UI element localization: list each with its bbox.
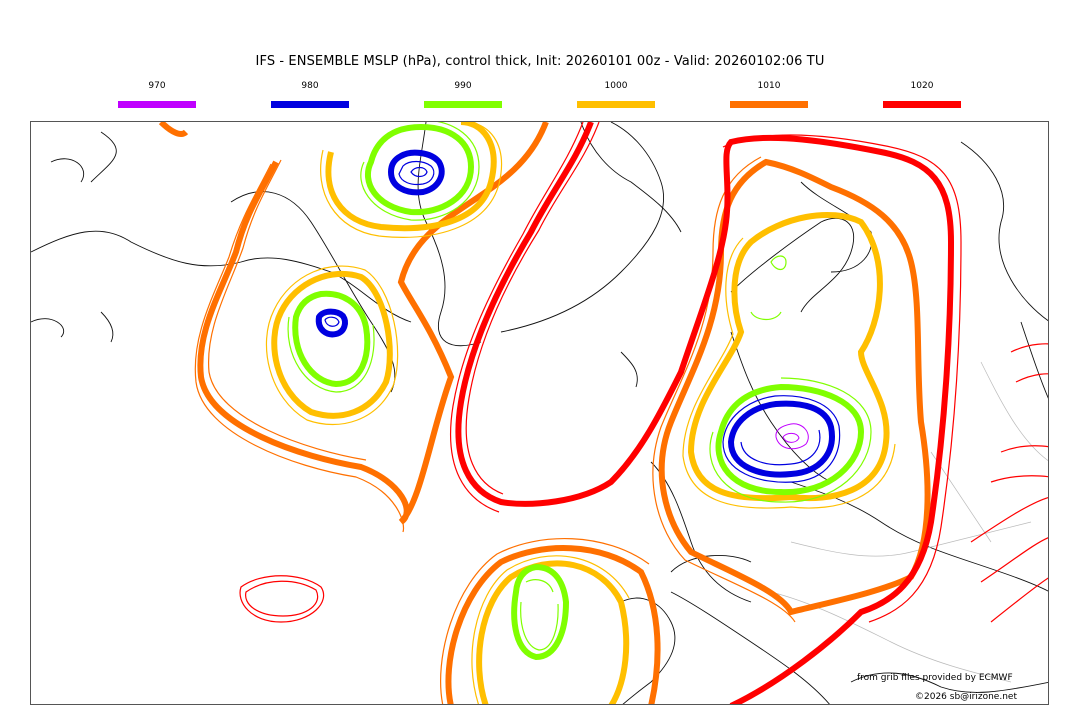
map-panel bbox=[30, 121, 1049, 705]
legend-item-1000: 1000 bbox=[577, 80, 655, 108]
legend-swatch bbox=[730, 101, 808, 108]
legend-label: 1020 bbox=[910, 81, 934, 91]
legend-swatch bbox=[118, 101, 196, 108]
map-title: IFS - ENSEMBLE MSLP (hPa), control thick… bbox=[255, 54, 825, 69]
isobar-970 bbox=[775, 423, 809, 450]
isobar-1000 bbox=[265, 122, 896, 704]
legend-label: 1010 bbox=[757, 81, 781, 91]
legend-item-970: 970 bbox=[118, 80, 196, 108]
legend-item-990: 990 bbox=[424, 80, 502, 108]
legend-item-1020: 1020 bbox=[883, 80, 961, 108]
legend-label: 1000 bbox=[604, 81, 628, 91]
coastlines bbox=[31, 122, 1048, 704]
isobar-1010 bbox=[158, 122, 931, 704]
legend-swatch bbox=[883, 101, 961, 108]
legend-swatch bbox=[271, 101, 349, 108]
legend-item-980: 980 bbox=[271, 80, 349, 108]
legend-item-1010: 1010 bbox=[730, 80, 808, 108]
isobar-980 bbox=[315, 149, 841, 483]
legend-label: 990 bbox=[454, 81, 472, 91]
legend-label: 980 bbox=[301, 81, 319, 91]
isobar-map bbox=[31, 122, 1048, 704]
data-source-credit: from grib files provided by ECMWF bbox=[857, 673, 1013, 683]
copyright-credit: ©2026 sb@irizone.net bbox=[915, 692, 1017, 702]
legend-swatch bbox=[424, 101, 502, 108]
isobar-1020 bbox=[239, 122, 1048, 704]
isobar-990 bbox=[287, 122, 872, 661]
legend-label: 970 bbox=[148, 81, 166, 91]
legend-swatch bbox=[577, 101, 655, 108]
